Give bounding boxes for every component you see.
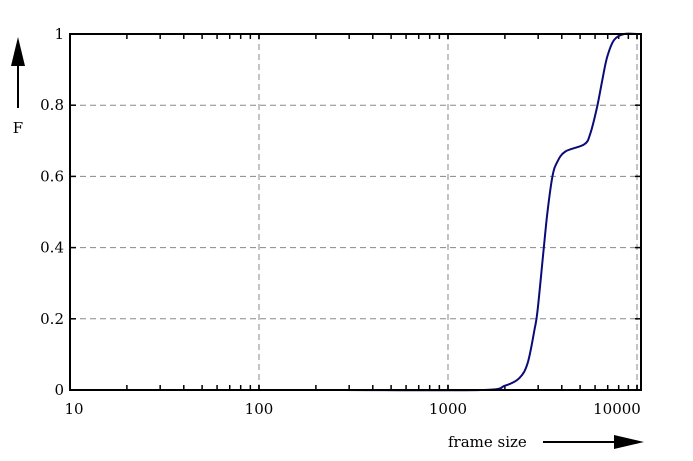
y-tick-label: 1 bbox=[54, 25, 64, 43]
y-arrow-head-icon bbox=[11, 37, 25, 66]
y-tick-label: 0.2 bbox=[40, 310, 64, 328]
y-tick-label: 0 bbox=[54, 381, 64, 399]
x-tick-label: 100 bbox=[245, 400, 274, 418]
y-tick-label: 0.4 bbox=[40, 239, 64, 257]
tick-labels: 0 0.2 0.4 0.6 0.8 1 10 100 1000 10000 bbox=[40, 25, 641, 418]
ticks bbox=[70, 33, 641, 391]
x-axis-label: frame size bbox=[448, 433, 527, 451]
y-axis-label-group: F bbox=[11, 37, 25, 137]
series bbox=[343, 32, 638, 392]
y-tick-label: 0.8 bbox=[40, 96, 64, 114]
y-axis-label: F bbox=[13, 119, 23, 137]
x-tick-label: 10000 bbox=[593, 400, 641, 418]
grid bbox=[70, 34, 641, 390]
x-arrow-head-icon bbox=[614, 435, 644, 449]
series-line bbox=[343, 32, 638, 392]
y-tick-label: 0.6 bbox=[40, 167, 64, 185]
x-tick-label: 1000 bbox=[429, 400, 467, 418]
x-tick-label: 10 bbox=[64, 400, 83, 418]
x-axis-label-group: frame size bbox=[448, 433, 644, 451]
plot-frame bbox=[69, 33, 642, 391]
